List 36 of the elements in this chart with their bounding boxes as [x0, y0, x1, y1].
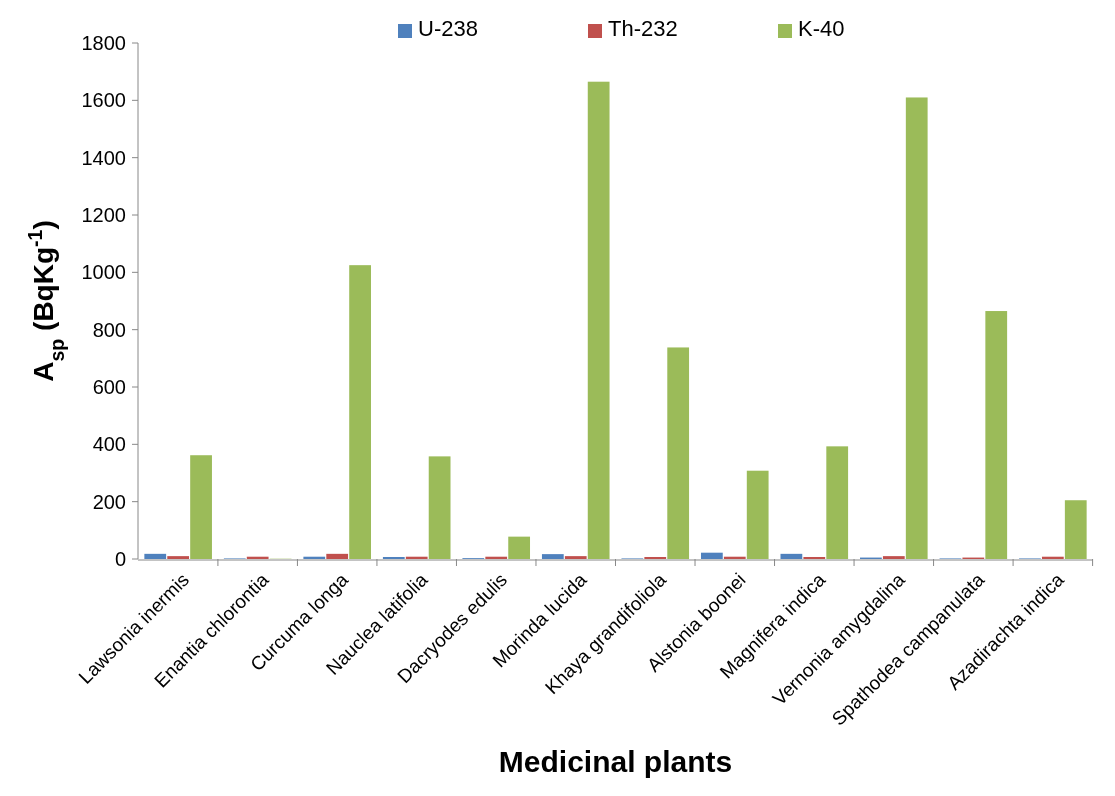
y-tick-label: 1800: [81, 32, 126, 54]
bar: [587, 81, 610, 559]
bar: [826, 446, 849, 559]
bar: [667, 347, 690, 559]
bar: [326, 553, 349, 559]
bar: [382, 556, 405, 559]
bar: [985, 311, 1008, 559]
bar: [541, 554, 564, 559]
bar: [803, 556, 826, 559]
legend-label: K-40: [798, 16, 845, 41]
y-tick-label: 400: [92, 433, 126, 456]
y-tick-label: 1200: [81, 204, 126, 226]
bar: [700, 552, 723, 559]
y-tick-label: 800: [92, 318, 126, 341]
bar: [428, 456, 451, 559]
bar: [144, 553, 167, 559]
bar: [644, 556, 667, 559]
bar: [564, 556, 587, 559]
bar: [746, 470, 769, 559]
y-tick-label: 1000: [81, 261, 126, 284]
bar: [882, 556, 905, 559]
x-axis-title: Medicinal plants: [498, 745, 733, 778]
y-tick-label: 200: [92, 490, 126, 513]
legend-label: Th-232: [608, 16, 678, 41]
legend-label: U-238: [418, 16, 478, 41]
bar: [508, 536, 531, 559]
bar: [349, 265, 371, 559]
bar: [1064, 500, 1087, 559]
y-tick-label: 1400: [81, 146, 126, 169]
bar: [780, 553, 803, 559]
y-tick-label: 0: [114, 548, 126, 570]
bar: [905, 97, 928, 559]
bar: [190, 455, 212, 559]
y-tick-label: 600: [92, 376, 126, 398]
bar: [167, 556, 190, 559]
y-tick-label: 1600: [81, 89, 126, 112]
